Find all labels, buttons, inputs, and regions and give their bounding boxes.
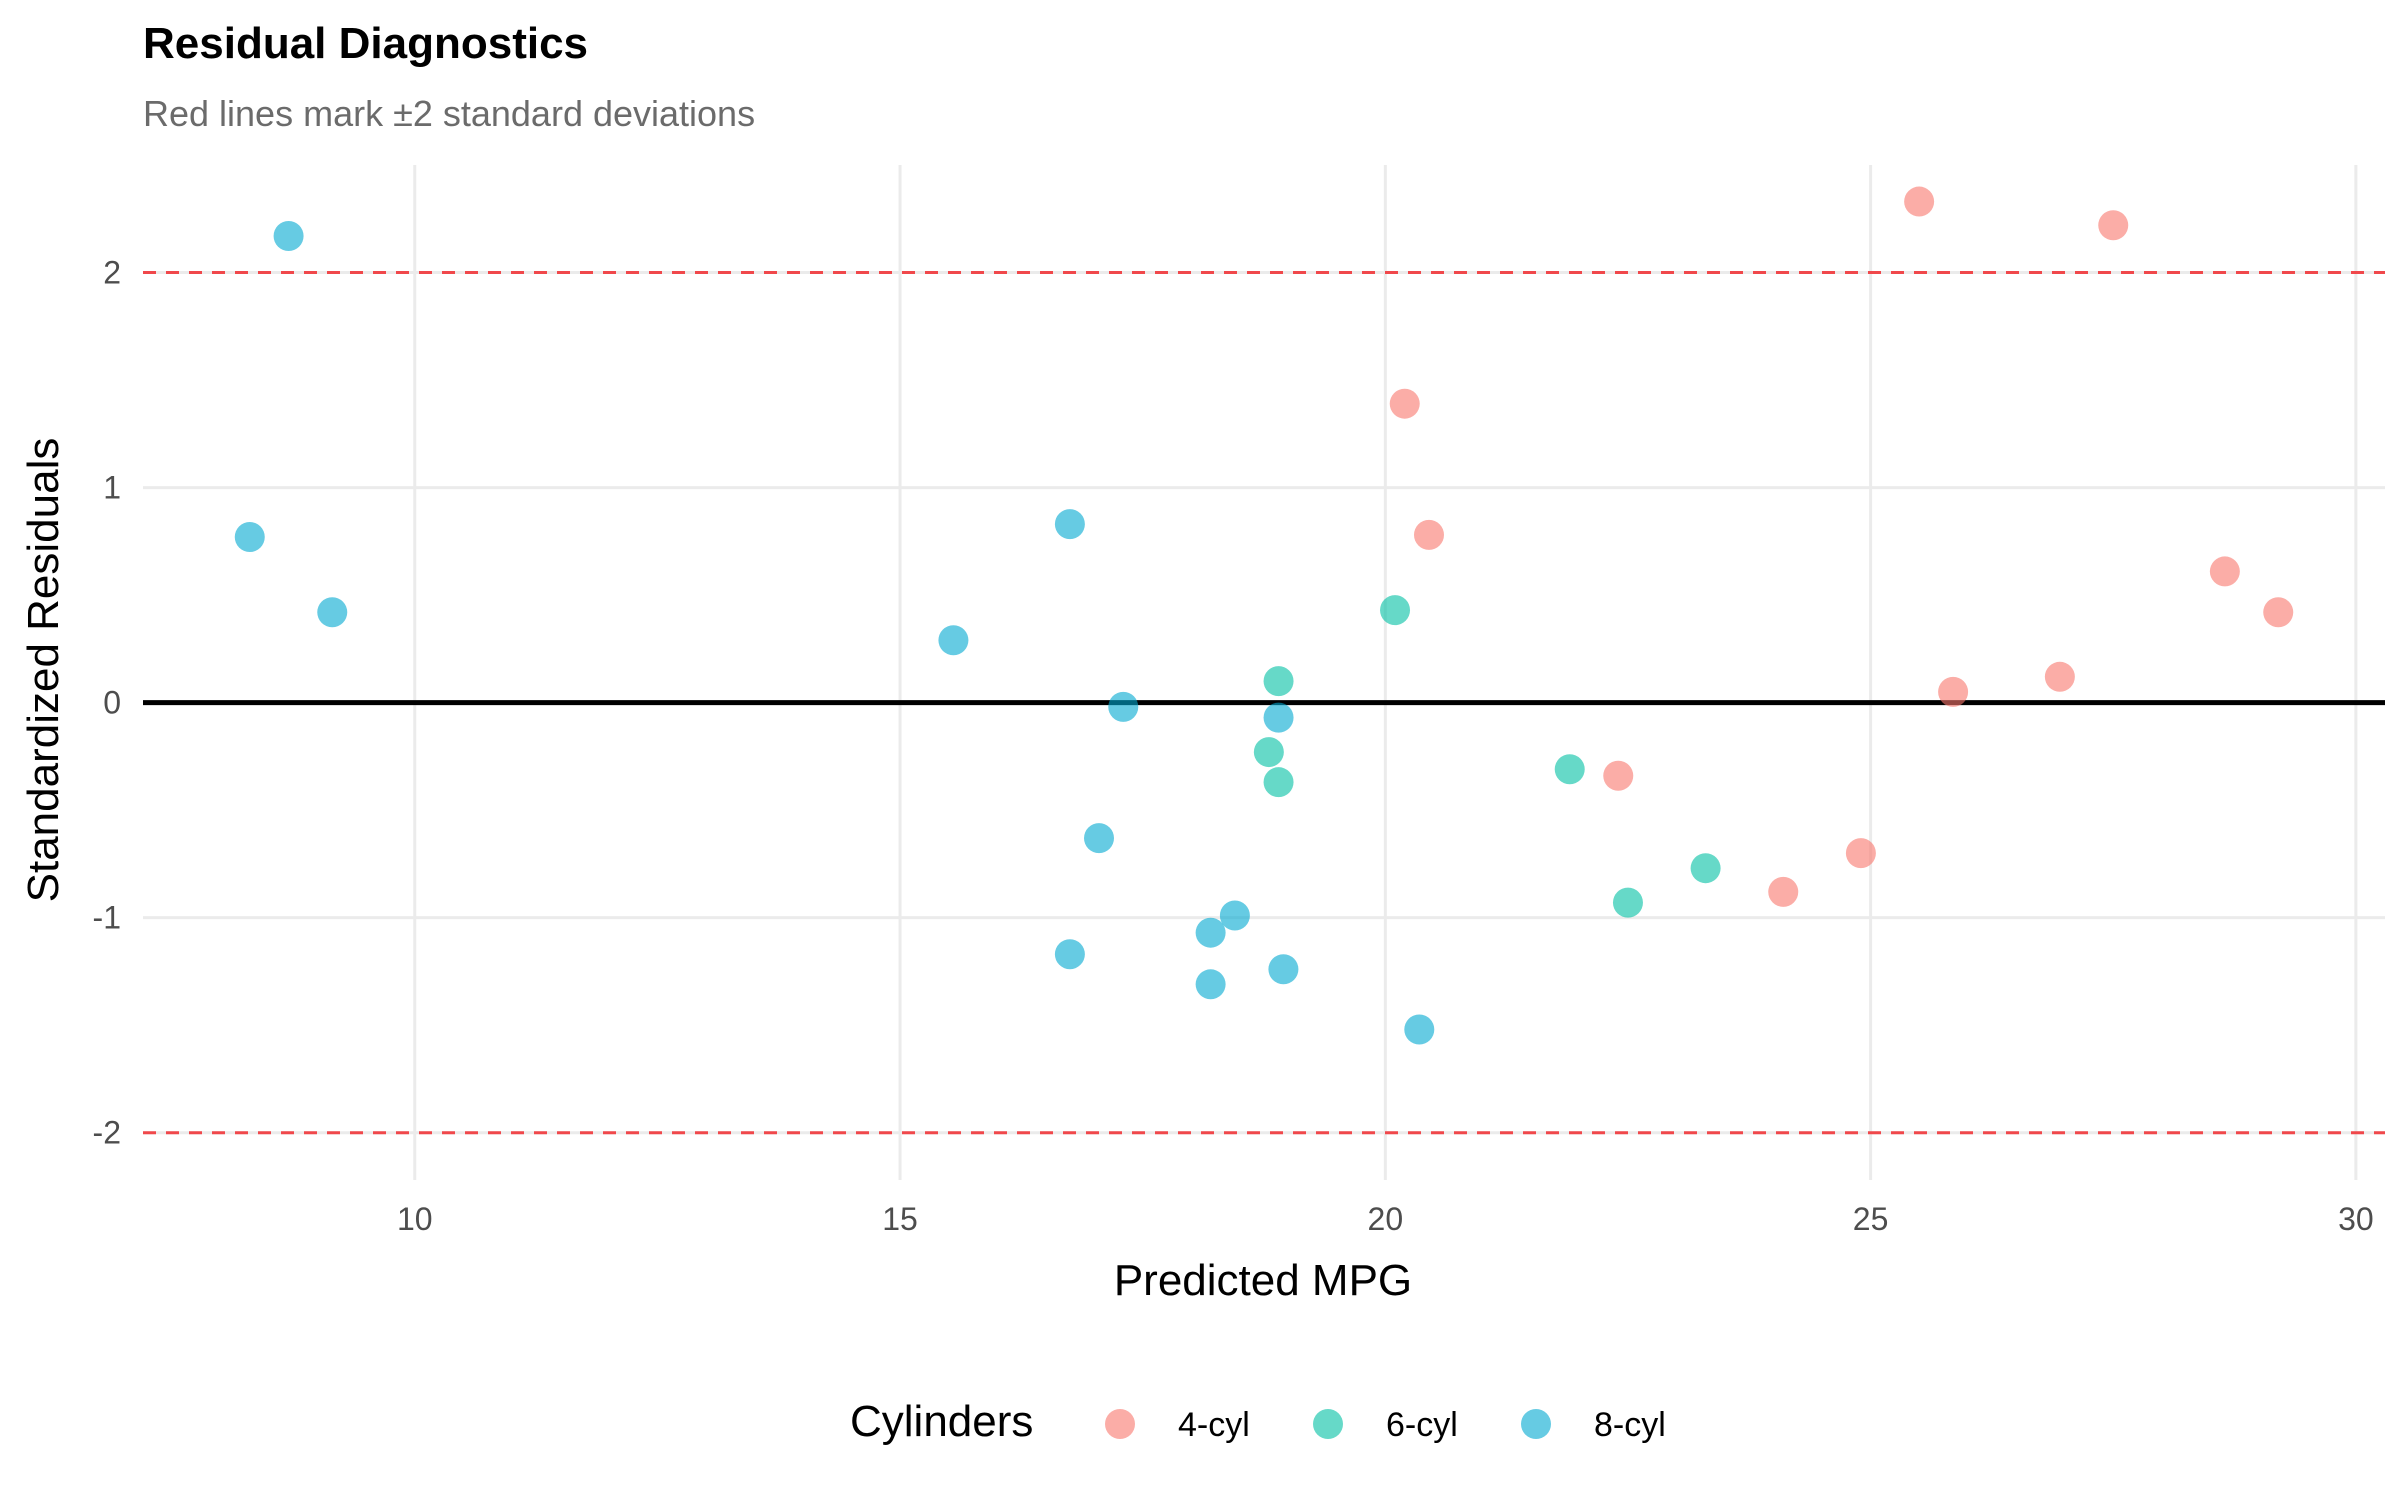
- data-point: [1263, 666, 1294, 697]
- data-point: [938, 625, 969, 656]
- data-point: [1084, 823, 1115, 854]
- data-point: [234, 522, 265, 553]
- data-point: [1603, 760, 1634, 791]
- x-tick-label: 25: [1853, 1201, 1889, 1237]
- legend-label: 4-cyl: [1178, 1406, 1250, 1444]
- legend: Cylinders 4-cyl 6-cyl 8-cyl: [850, 1397, 1666, 1446]
- data-point: [1938, 676, 1969, 707]
- data-point: [1054, 509, 1085, 540]
- legend-title: Cylinders: [850, 1397, 1033, 1446]
- data-point: [1554, 754, 1585, 785]
- y-tick-label: 1: [103, 470, 121, 506]
- legend-label: 6-cyl: [1386, 1406, 1458, 1444]
- legend-key: [1105, 1409, 1135, 1439]
- data-point: [1768, 876, 1799, 907]
- data-point: [1253, 737, 1284, 768]
- reference-lines: [143, 271, 2385, 1135]
- data-point: [2209, 556, 2240, 587]
- x-axis-label: Predicted MPG: [1114, 1256, 1412, 1305]
- data-point: [1413, 519, 1444, 550]
- x-tick-label: 30: [2338, 1201, 2374, 1237]
- chart-title: Residual Diagnostics: [143, 19, 588, 68]
- data-point: [1108, 691, 1139, 722]
- y-axis-ticks: -2 -1 0 1 2: [93, 255, 121, 1151]
- data-points: [234, 186, 2294, 1045]
- y-tick-label: 0: [103, 685, 121, 721]
- data-point: [273, 220, 304, 251]
- y-tick-label: -2: [93, 1115, 121, 1151]
- y-tick-label: 2: [103, 255, 121, 291]
- x-tick-label: 10: [397, 1201, 433, 1237]
- data-point: [1219, 900, 1250, 931]
- data-point: [1195, 969, 1226, 1000]
- data-point: [317, 597, 348, 628]
- y-tick-label: -1: [93, 900, 121, 936]
- data-point: [1380, 595, 1411, 626]
- data-point: [1263, 702, 1294, 733]
- data-point: [1389, 388, 1420, 419]
- data-point: [1690, 853, 1721, 884]
- legend-key: [1521, 1409, 1551, 1439]
- data-point: [2098, 210, 2129, 241]
- data-point: [2044, 661, 2075, 692]
- data-point: [1904, 186, 1935, 217]
- data-point: [1845, 838, 1876, 869]
- data-point: [1612, 887, 1643, 918]
- x-tick-label: 20: [1368, 1201, 1404, 1237]
- legend-items: 4-cyl 6-cyl 8-cyl: [1105, 1406, 1666, 1444]
- legend-key: [1313, 1409, 1343, 1439]
- data-point: [1263, 767, 1294, 798]
- data-point: [1404, 1014, 1435, 1045]
- data-point: [1195, 917, 1226, 948]
- y-axis-label: Standardized Residuals: [19, 438, 68, 903]
- data-point: [2263, 597, 2294, 628]
- data-point: [1054, 939, 1085, 970]
- chart-subtitle: Red lines mark ±2 standard deviations: [143, 93, 755, 134]
- x-tick-label: 15: [882, 1201, 918, 1237]
- legend-label: 8-cyl: [1594, 1406, 1666, 1444]
- data-point: [1268, 954, 1299, 985]
- x-axis-ticks: 10 15 20 25 30: [397, 1201, 2374, 1237]
